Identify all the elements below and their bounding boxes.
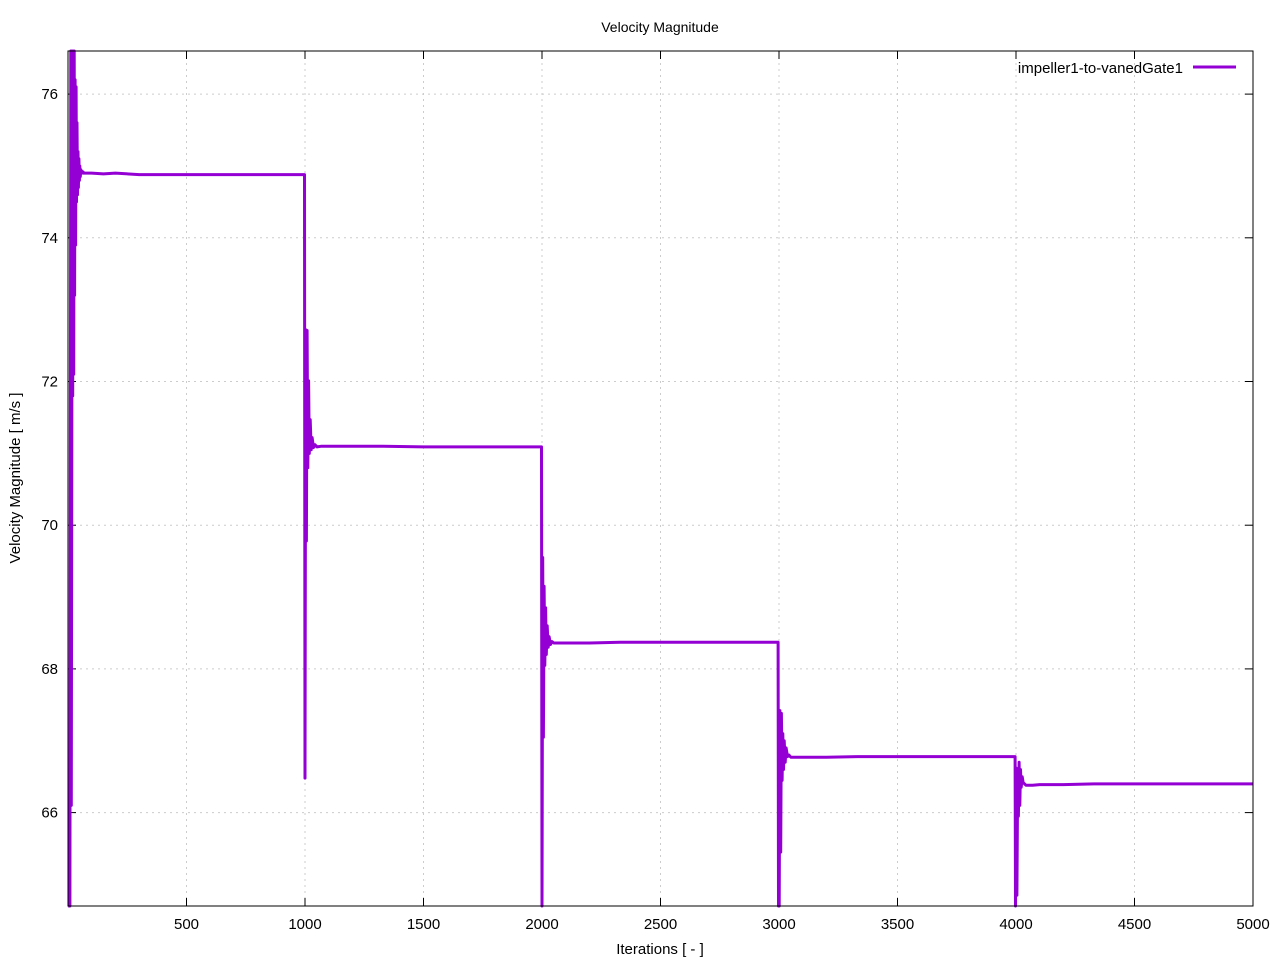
axis-ticks: 500 1000 1500 2000 2500 3000 3500 4000 4500 5000 6… bbox=[41, 51, 1270, 933]
y-tick-label: 74 bbox=[41, 230, 58, 247]
x-tick-label: 500 bbox=[174, 916, 199, 933]
x-tick-label: 1000 bbox=[288, 916, 321, 933]
y-tick-label: 66 bbox=[41, 805, 58, 822]
legend: impeller1-to-vanedGate1 bbox=[1018, 60, 1236, 77]
y-tick-label: 70 bbox=[41, 517, 58, 534]
y-axis-label: Velocity Magnitude [ m/s ] bbox=[7, 393, 24, 564]
x-tick-label: 2500 bbox=[644, 916, 677, 933]
x-tick-label: 1500 bbox=[407, 916, 440, 933]
x-tick-label: 3500 bbox=[881, 916, 914, 933]
chart-title: Velocity Magnitude bbox=[601, 19, 719, 35]
y-tick-label: 76 bbox=[41, 86, 58, 103]
x-tick-label: 2000 bbox=[525, 916, 558, 933]
x-tick-label: 4000 bbox=[999, 916, 1032, 933]
x-tick-label: 5000 bbox=[1236, 916, 1269, 933]
x-tick-label: 3000 bbox=[762, 916, 795, 933]
x-axis-label: Iterations [ - ] bbox=[616, 941, 704, 958]
plot-frame bbox=[67, 50, 1254, 907]
y-tick-label: 68 bbox=[41, 661, 58, 678]
x-tick-label: 4500 bbox=[1118, 916, 1151, 933]
y-tick-label: 72 bbox=[41, 374, 58, 391]
legend-label: impeller1-to-vanedGate1 bbox=[1018, 60, 1183, 77]
